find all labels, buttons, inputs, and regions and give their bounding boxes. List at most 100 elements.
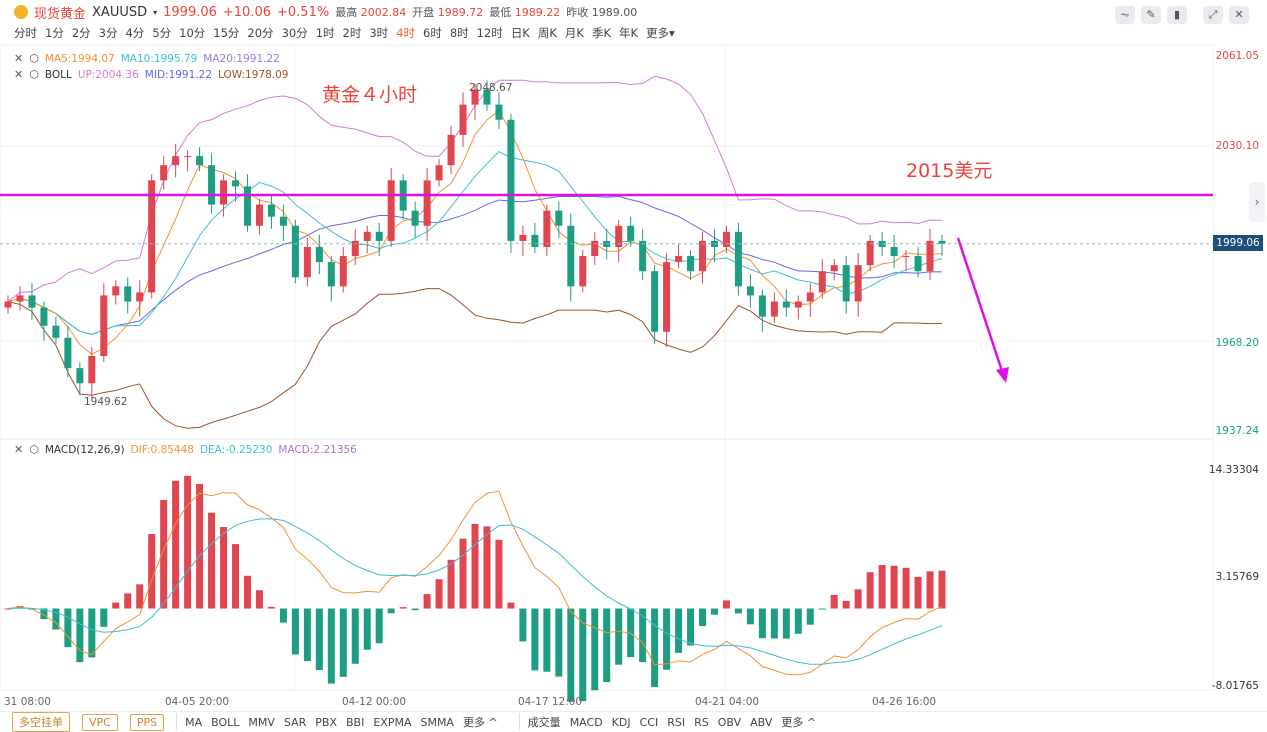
settings-icon[interactable]: ⬡ [29,68,39,81]
sub-indicator-5[interactable]: RS [694,715,709,729]
main-indicator-5[interactable]: BBI [345,715,365,729]
order-button-0[interactable]: 多空挂单 [12,712,70,732]
candle-style-icon[interactable]: ▮ [1167,6,1187,24]
indicator-icon[interactable]: ⏦ [1115,6,1135,24]
order-button-2[interactable]: PPS [129,713,165,731]
candle-body [483,89,491,105]
remove-icon[interactable]: ✕ [14,68,24,81]
sub-indicator-3[interactable]: CCI [639,715,659,729]
macd-histogram-bar [519,608,527,642]
symbol-selector[interactable]: XAUUSD [92,4,148,20]
timeframe-6[interactable]: 10分 [179,26,206,40]
timeframe-3[interactable]: 3分 [98,26,118,40]
candle-body [40,307,48,326]
main-indicator-8[interactable]: 更多 ^ [462,716,498,729]
remove-icon[interactable]: ✕ [14,443,24,456]
divider [518,713,520,731]
timeframe-15[interactable]: 8时 [449,26,469,40]
macd-histogram-bar [866,572,874,609]
time-tick: 04-21 04:00 [695,696,760,708]
timeframe-2[interactable]: 2分 [71,26,91,40]
candle-body [172,156,180,166]
timeframe-22[interactable]: 更多▾ [646,26,675,40]
macd-histogram-bar [208,512,216,609]
main-indicator-7[interactable]: SMMA [420,715,454,729]
fullscreen-icon[interactable]: ⤢ [1203,6,1223,24]
timeframe-21[interactable]: 年K [619,26,639,40]
macd-histogram-bar [663,608,671,670]
timeframe-5[interactable]: 5分 [152,26,172,40]
candle-body [615,225,623,247]
high-marker: 2048.67 [469,82,513,94]
macd-histogram-bar [782,608,790,639]
low-label: 最低 [489,6,512,19]
candle-body [387,180,395,241]
expand-panel-handle[interactable]: › [1249,182,1265,222]
main-indicator-2[interactable]: MMV [248,715,275,729]
candle-body [327,262,335,287]
timeframe-7[interactable]: 15分 [213,26,240,40]
low-marker: 1949.62 [84,396,128,408]
close-icon[interactable]: ✕ [1229,6,1249,24]
candle-body [687,256,695,272]
timeframe-4[interactable]: 4分 [125,26,145,40]
sub-indicator-6[interactable]: OBV [717,715,742,729]
timeframe-18[interactable]: 周K [537,26,557,40]
timeframe-9[interactable]: 30分 [281,26,308,40]
timeframe-12[interactable]: 3时 [369,26,389,40]
candle-body [842,265,850,302]
timeframe-19[interactable]: 月K [564,26,584,40]
macd-tick: -8.01765 [1211,680,1259,692]
candle-body [830,265,838,272]
sub-indicator-8[interactable]: 更多 ^ [781,716,817,729]
candle-body [339,256,347,287]
last-price-tag: 1999.06 [1213,235,1263,251]
sub-indicator-2[interactable]: KDJ [611,715,631,729]
macd-histogram-bar [675,608,683,653]
sub-indicator-7[interactable]: ABV [750,715,773,729]
timeframe-13[interactable]: 4时 [396,26,416,40]
candle-body [914,256,922,272]
settings-icon[interactable]: ⬡ [29,52,39,65]
sub-indicator-4[interactable]: RSI [667,715,686,729]
timeframe-11[interactable]: 2时 [342,26,362,40]
macd-histogram-bar [758,608,766,639]
macd-histogram-bar [100,608,108,627]
timeframe-14[interactable]: 6时 [423,26,442,40]
settings-icon[interactable]: ⬡ [29,443,39,456]
timeframe-17[interactable]: 日K [510,26,530,40]
macd-histogram-bar [220,527,228,609]
prev-close-label: 昨收 [566,6,589,19]
macd-histogram-bar [687,608,695,646]
timeframe-20[interactable]: 季K [591,26,611,40]
timeframe-bar: 分时 1分 2分 3分 4分 5分 10分 15分 20分 30分 1时 2时 3时 4时 6时 8时 12时日… [14,25,675,41]
candle-body [495,104,503,120]
sub-indicator-1[interactable]: MACD [569,715,603,729]
main-indicator-0[interactable]: MA [185,715,203,729]
timeframe-0[interactable]: 分时 [14,26,37,40]
candle-body [423,180,431,226]
timeframe-10[interactable]: 1时 [315,26,335,40]
main-indicator-6[interactable]: EXPMA [373,715,412,729]
candle-body [818,271,826,293]
level-annotation: 2015美元 [906,160,993,182]
timeframe-16[interactable]: 12时 [476,26,503,40]
candle-body [112,286,120,296]
macd-histogram-bar [543,608,551,672]
sub-indicator-0[interactable]: 成交量 [527,716,561,729]
main-indicator-4[interactable]: PBX [315,715,337,729]
timeframe-1[interactable]: 1分 [45,26,64,40]
price-tick: 2030.10 [1215,140,1259,152]
main-indicator-3[interactable]: SAR [283,715,307,729]
remove-icon[interactable]: ✕ [14,52,24,65]
draw-icon[interactable]: ✎ [1141,6,1161,24]
macd-histogram-bar [615,608,623,665]
candle-body [579,256,587,287]
macd-histogram-bar [591,608,599,691]
timeframe-8[interactable]: 20分 [247,26,274,40]
order-button-1[interactable]: VPC [82,713,118,731]
main-indicator-1[interactable]: BOLL [211,715,240,729]
candle-body [794,301,802,308]
macd-histogram-bar [710,608,718,615]
